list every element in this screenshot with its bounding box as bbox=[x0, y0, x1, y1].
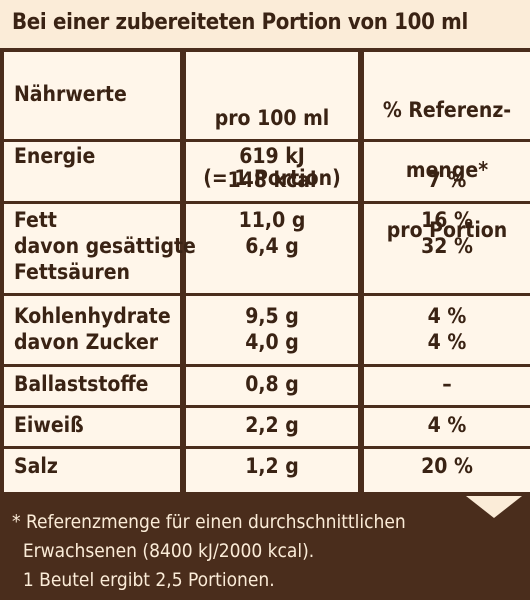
nutrient-value: 148 kcal bbox=[227, 168, 317, 192]
row-divider bbox=[0, 201, 530, 204]
nutrient-name: Ballaststoffe bbox=[14, 372, 149, 396]
header-per-100ml: pro 100 ml (= 1 Portion) bbox=[203, 106, 341, 190]
nutrient-name: davon Zucker bbox=[14, 330, 159, 354]
nutrition-table: Nährwerte pro 100 ml (= 1 Portion) % Ref… bbox=[0, 48, 530, 496]
nutrient-value: 11,0 g bbox=[238, 208, 306, 232]
row-divider bbox=[0, 139, 530, 142]
footnote-box: * Referenzmenge für einen durchschnittli… bbox=[0, 496, 530, 600]
nutrient-reference: 16 % bbox=[421, 208, 473, 232]
column-nutrients bbox=[4, 52, 180, 492]
table-title-bar: Bei einer zubereiteten Portion von 100 m… bbox=[0, 0, 530, 48]
nutrient-value: 619 kJ bbox=[239, 144, 305, 168]
nutrient-name: Energie bbox=[14, 144, 96, 168]
nutrient-value: 0,8 g bbox=[245, 372, 299, 396]
nutrient-name: davon gesättigte bbox=[14, 234, 196, 258]
nutrient-value: 6,4 g bbox=[245, 234, 299, 258]
row-divider bbox=[0, 446, 530, 449]
nutrient-reference: – bbox=[442, 372, 452, 396]
row-divider bbox=[0, 293, 530, 296]
column-reference bbox=[364, 52, 530, 492]
nutrient-value: 9,5 g bbox=[245, 304, 299, 328]
footnote-line: 1 Beutel ergibt 2,5 Portionen. bbox=[12, 569, 275, 591]
nutrient-reference: 4 % bbox=[427, 413, 467, 437]
header-nutrients: Nährwerte bbox=[14, 82, 127, 106]
nutrient-value: 4,0 g bbox=[245, 330, 299, 354]
nutrient-name: Salz bbox=[14, 454, 58, 478]
column-per-100ml bbox=[186, 52, 358, 492]
nutrient-name: Fett bbox=[14, 208, 57, 232]
nutrient-name: Fettsäuren bbox=[14, 260, 130, 284]
nutrient-value: 2,2 g bbox=[245, 413, 299, 437]
table-title: Bei einer zubereiteten Portion von 100 m… bbox=[12, 10, 468, 35]
nutrient-name: Eiweiß bbox=[14, 413, 84, 437]
nutrient-reference: 32 % bbox=[421, 234, 473, 258]
nutrient-reference: 4 % bbox=[427, 330, 467, 354]
nutrient-name: Kohlenhydrate bbox=[14, 304, 171, 328]
header-reference: % Referenz- menge* pro Portion bbox=[382, 98, 512, 242]
nutrient-reference: 7 % bbox=[427, 168, 467, 192]
nutrient-reference: 20 % bbox=[421, 454, 473, 478]
nutrient-reference: 4 % bbox=[427, 304, 467, 328]
row-divider bbox=[0, 364, 530, 367]
footnote-line: * Referenzmenge für einen durchschnittli… bbox=[12, 511, 406, 533]
footnote-line: Erwachsenen (8400 kJ/2000 kcal). bbox=[12, 540, 315, 562]
nutrient-value: 1,2 g bbox=[245, 454, 299, 478]
row-divider bbox=[0, 405, 530, 408]
footnote-notch bbox=[466, 496, 522, 518]
